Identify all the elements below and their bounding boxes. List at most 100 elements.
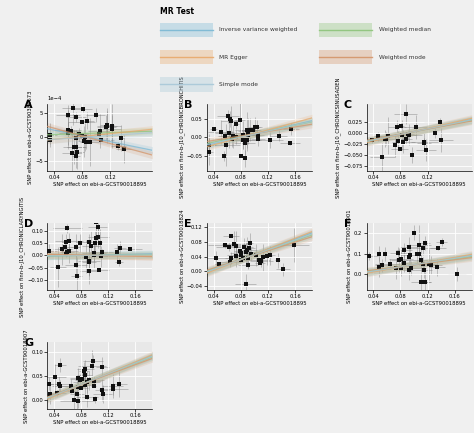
Point xyxy=(398,132,406,139)
Point xyxy=(438,136,445,143)
Point xyxy=(374,133,382,140)
Point xyxy=(74,383,82,390)
Point xyxy=(63,249,71,255)
Point xyxy=(228,136,236,142)
Point xyxy=(115,380,123,387)
Point xyxy=(397,122,404,129)
Point xyxy=(401,259,408,266)
Point xyxy=(435,245,442,252)
Point xyxy=(392,265,400,271)
Point xyxy=(72,261,80,268)
Point xyxy=(242,281,249,288)
Point xyxy=(245,245,253,252)
Point xyxy=(383,136,390,142)
Point xyxy=(246,239,254,246)
Point xyxy=(239,137,247,144)
Point xyxy=(116,245,124,252)
Point xyxy=(69,105,77,112)
Point xyxy=(78,376,85,383)
Point xyxy=(71,144,78,151)
Point xyxy=(55,381,63,388)
Point xyxy=(394,137,402,144)
Text: D: D xyxy=(24,219,34,229)
Point xyxy=(244,127,252,134)
Point xyxy=(400,138,407,145)
FancyBboxPatch shape xyxy=(319,23,372,37)
Point xyxy=(108,126,115,132)
Point xyxy=(419,260,427,267)
Point xyxy=(210,126,218,133)
Point xyxy=(64,126,72,133)
FancyBboxPatch shape xyxy=(160,77,213,92)
Point xyxy=(74,397,82,404)
Point xyxy=(227,116,234,123)
Point xyxy=(115,259,123,265)
Point xyxy=(230,241,238,248)
Point xyxy=(96,127,104,134)
Point xyxy=(90,377,98,384)
Point xyxy=(255,136,262,143)
Point xyxy=(237,249,245,256)
X-axis label: SNP effect on ebi-a-GCST90018895: SNP effect on ebi-a-GCST90018895 xyxy=(53,182,147,187)
Text: E: E xyxy=(184,219,191,229)
Point xyxy=(420,139,428,145)
Point xyxy=(395,256,403,263)
Point xyxy=(81,133,88,140)
Point xyxy=(87,242,95,249)
FancyBboxPatch shape xyxy=(319,50,372,65)
Point xyxy=(109,382,117,389)
Point xyxy=(228,233,235,240)
Point xyxy=(274,257,282,264)
Text: B: B xyxy=(184,100,192,110)
Point xyxy=(81,381,89,388)
Point xyxy=(91,239,99,246)
Point xyxy=(421,279,429,286)
Point xyxy=(230,133,237,140)
Point xyxy=(433,264,441,271)
Point xyxy=(379,153,386,160)
Point xyxy=(78,119,85,126)
Point xyxy=(237,256,245,263)
Point xyxy=(81,138,88,145)
Point xyxy=(91,396,99,403)
Point xyxy=(82,139,90,145)
Point xyxy=(375,250,383,257)
X-axis label: SNP effect on ebi-a-GCST90018895: SNP effect on ebi-a-GCST90018895 xyxy=(213,182,306,187)
Point xyxy=(85,259,93,266)
Point xyxy=(241,139,248,146)
Point xyxy=(237,251,245,258)
Point xyxy=(75,131,83,138)
Point xyxy=(236,248,244,255)
Point xyxy=(92,234,100,241)
Point xyxy=(400,247,408,254)
Point xyxy=(46,131,53,138)
Point xyxy=(108,123,116,129)
Point xyxy=(227,258,234,265)
Point xyxy=(386,260,394,267)
Point xyxy=(76,377,84,384)
Point xyxy=(243,126,250,133)
Point xyxy=(221,242,229,249)
Point xyxy=(86,139,94,145)
Point xyxy=(221,132,229,139)
Point xyxy=(73,149,81,156)
Point xyxy=(79,106,87,113)
Point xyxy=(406,253,413,260)
Point xyxy=(393,123,401,130)
Point xyxy=(90,382,98,389)
Point xyxy=(85,377,93,384)
Point xyxy=(240,243,247,250)
Point xyxy=(381,250,389,257)
Point xyxy=(83,393,91,400)
Point xyxy=(58,246,66,252)
Point xyxy=(416,251,423,258)
Point xyxy=(266,252,273,259)
Point xyxy=(368,137,376,144)
Point xyxy=(212,255,220,262)
Point xyxy=(378,262,385,269)
Point xyxy=(83,117,91,124)
Text: Inverse variance weighted: Inverse variance weighted xyxy=(219,27,297,32)
X-axis label: SNP effect on ebi-a-GCST90018895: SNP effect on ebi-a-GCST90018895 xyxy=(213,301,306,306)
Point xyxy=(61,243,69,250)
Point xyxy=(392,142,399,149)
